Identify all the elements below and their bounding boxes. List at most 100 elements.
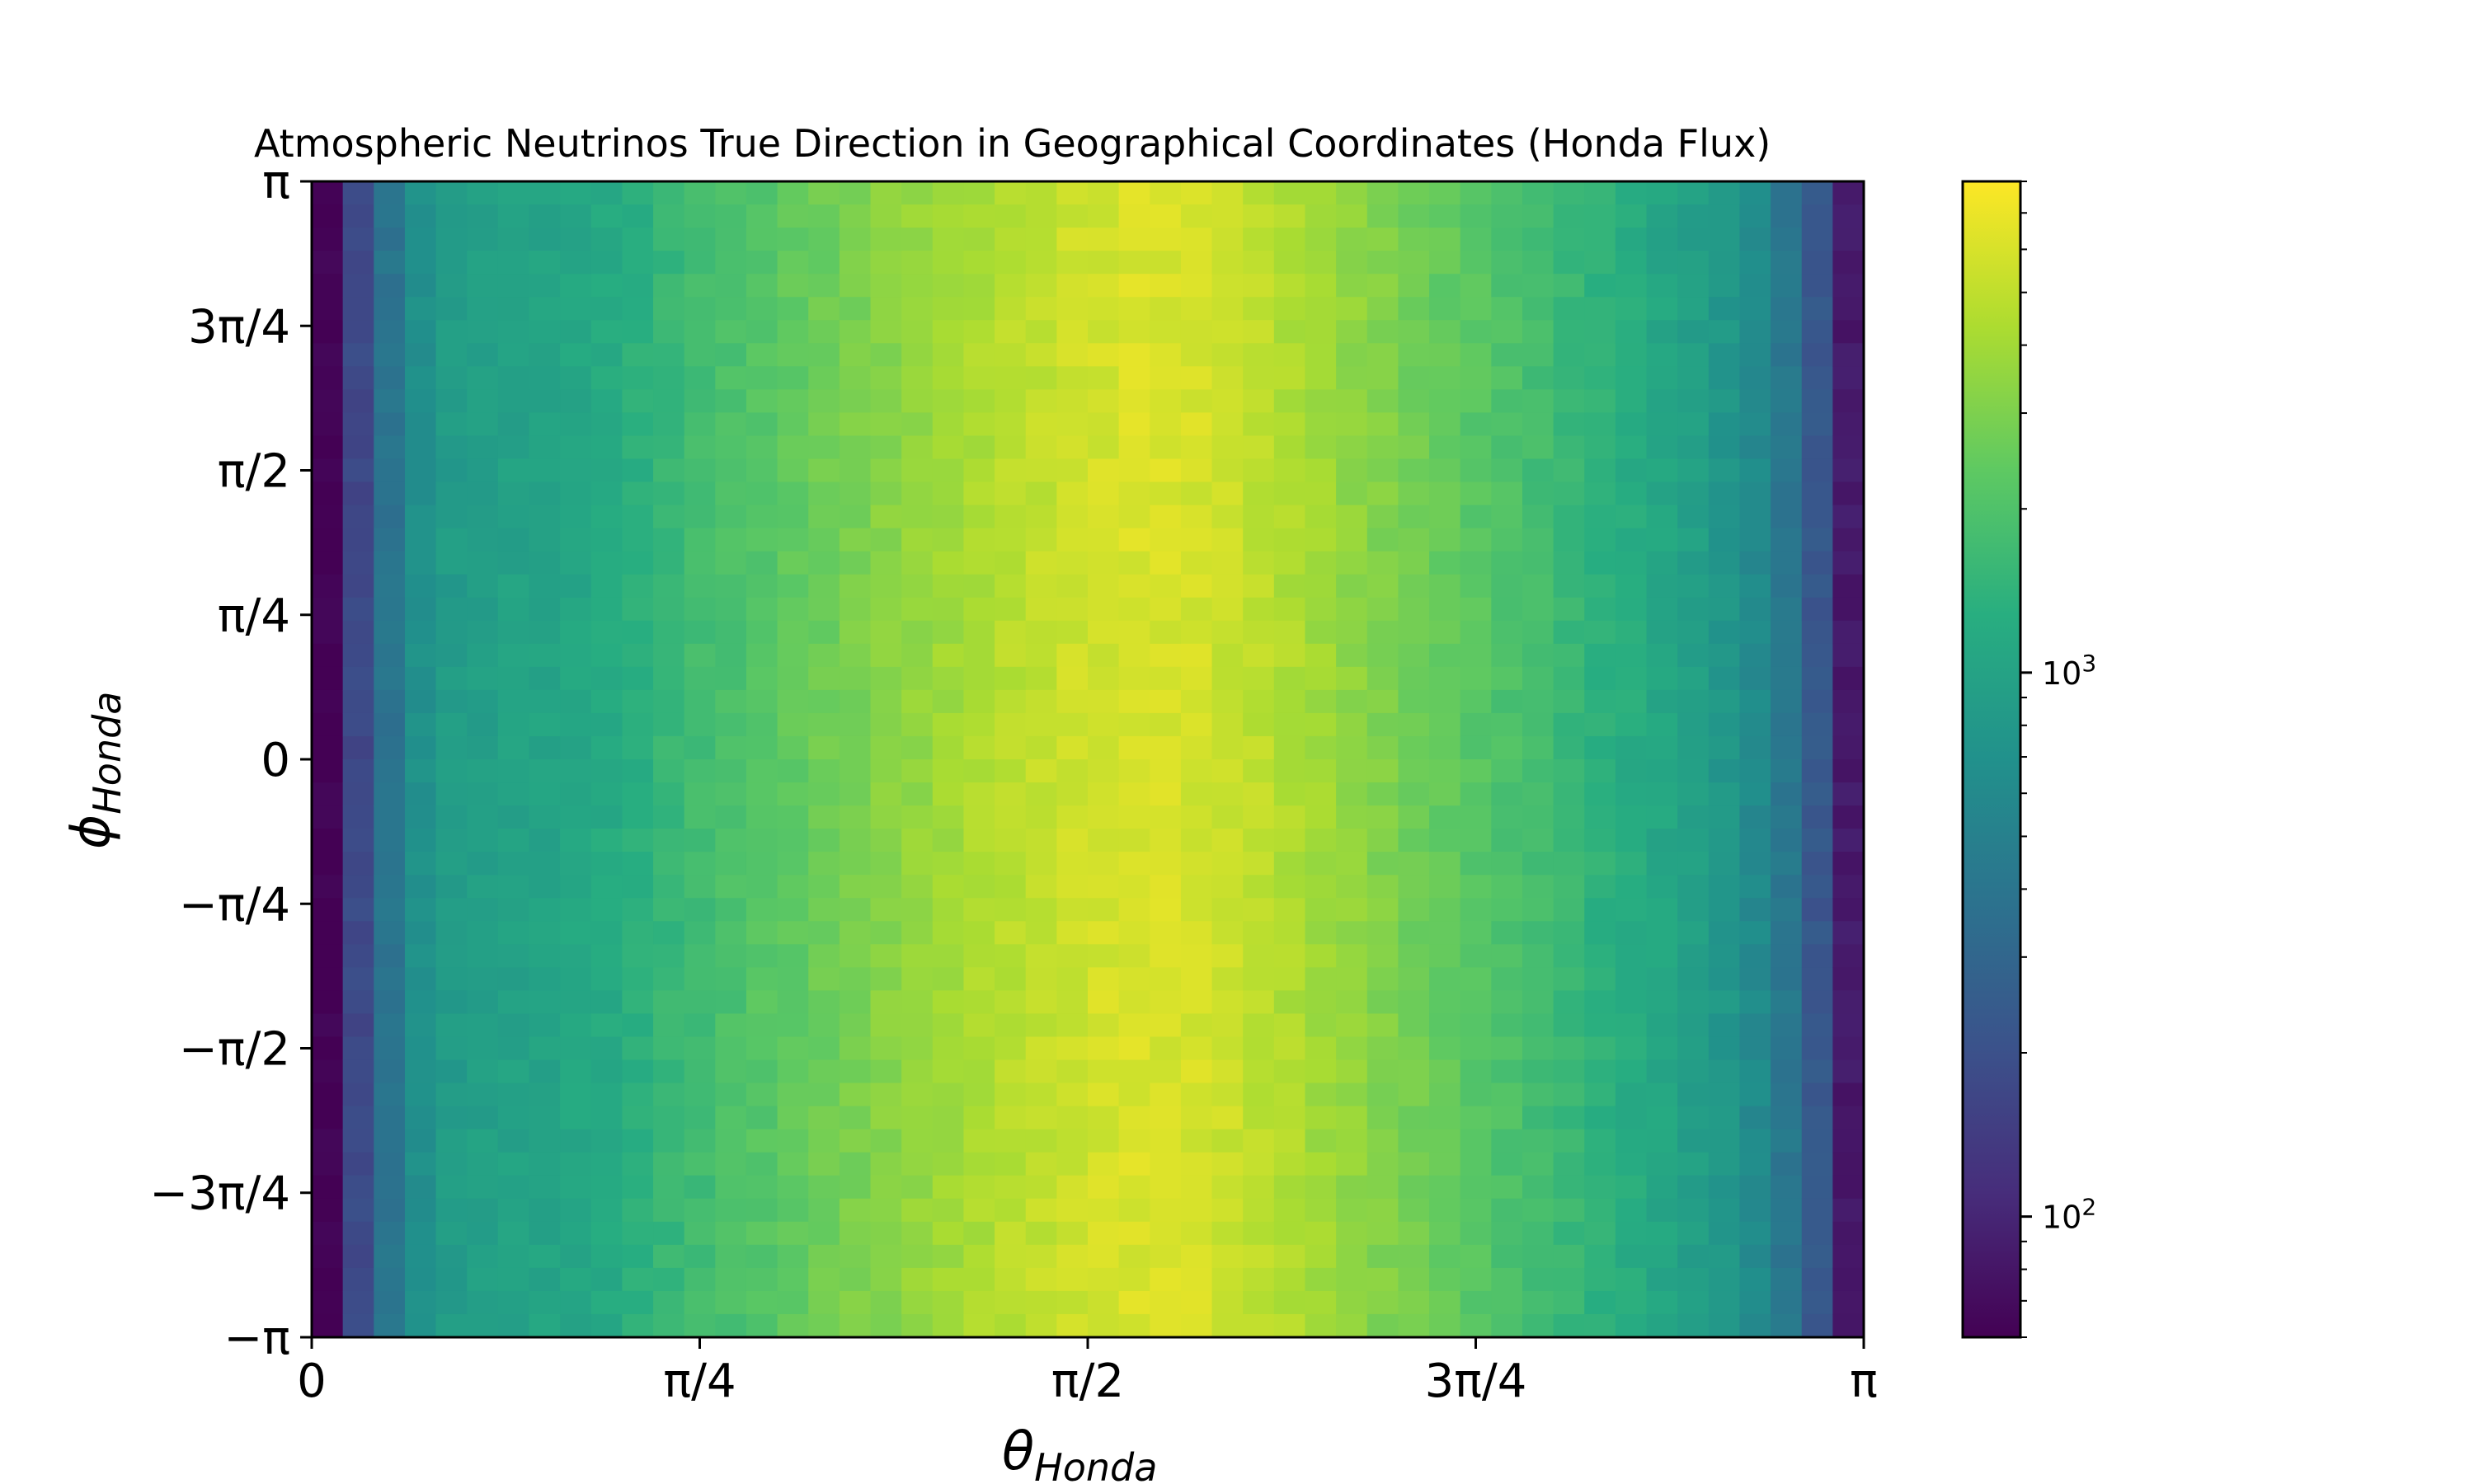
heatmap-cell	[1522, 505, 1554, 529]
heatmap-cell	[1305, 689, 1337, 714]
heatmap-cell	[963, 435, 995, 460]
heatmap-cell	[1273, 181, 1306, 205]
heatmap-cell	[1708, 274, 1741, 298]
heatmap-cell	[404, 574, 437, 599]
heatmap-cell	[497, 320, 530, 344]
heatmap-cell	[1584, 1175, 1616, 1200]
heatmap-cell	[560, 805, 592, 829]
heatmap-cell	[1522, 875, 1554, 899]
heatmap-cell	[1460, 643, 1492, 668]
heatmap-cell	[745, 481, 778, 506]
heatmap-cell	[901, 712, 934, 737]
heatmap-cell	[745, 435, 778, 460]
heatmap-cell	[1739, 204, 1771, 228]
heatmap-cell	[1832, 620, 1865, 645]
heatmap-cell	[1366, 204, 1399, 228]
heatmap-cell	[1429, 1106, 1461, 1130]
heatmap-cell	[622, 944, 654, 968]
heatmap-cell	[1336, 1221, 1368, 1246]
heatmap-cell	[653, 898, 685, 922]
heatmap-cell	[963, 829, 995, 852]
heatmap-cell	[1429, 1013, 1461, 1038]
heatmap-cell	[1366, 944, 1399, 968]
heatmap-cell	[1025, 805, 1057, 829]
heatmap-cell	[1739, 1082, 1771, 1107]
heatmap-cell	[1708, 320, 1741, 344]
heatmap-cell	[1180, 921, 1213, 945]
heatmap-cell	[1739, 389, 1771, 413]
heatmap-cell	[374, 1059, 406, 1084]
heatmap-cell	[1056, 1221, 1089, 1246]
heatmap-cell	[684, 389, 716, 413]
heatmap-cell	[435, 1198, 468, 1223]
heatmap-cell	[1460, 181, 1492, 205]
heatmap-cell	[312, 759, 344, 783]
heatmap-cell	[1243, 1036, 1275, 1061]
heatmap-cell	[995, 1267, 1027, 1292]
heatmap-cell	[1615, 1221, 1648, 1246]
heatmap-cell	[745, 1175, 778, 1200]
heatmap-cell	[1243, 228, 1275, 251]
heatmap-cell	[901, 1198, 934, 1223]
heatmap-cell	[1118, 1082, 1150, 1107]
heatmap-cell	[1025, 481, 1057, 506]
heatmap-cell	[745, 1036, 778, 1061]
heatmap-cell	[1025, 852, 1057, 876]
heatmap-cell	[1491, 759, 1523, 783]
heatmap-cell	[1398, 320, 1430, 344]
heatmap-cell	[839, 274, 872, 298]
heatmap-cell	[1088, 898, 1120, 922]
heatmap-cell	[1801, 759, 1833, 783]
heatmap-cell	[1615, 689, 1648, 714]
heatmap-cell	[653, 1313, 685, 1338]
heatmap-cell	[1739, 735, 1771, 760]
heatmap-cell	[1553, 898, 1585, 922]
heatmap-cell	[1615, 181, 1648, 205]
heatmap-cell	[1708, 1036, 1741, 1061]
heatmap-cell	[435, 689, 468, 714]
heatmap-cell	[1150, 829, 1182, 852]
heatmap-cell	[1243, 597, 1275, 622]
heatmap-cell	[963, 712, 995, 737]
heatmap-cell	[497, 597, 530, 622]
colorbar-tick-label: 102	[2042, 1194, 2096, 1236]
heatmap-cell	[715, 412, 747, 437]
heatmap-cell	[1584, 689, 1616, 714]
heatmap-cell	[590, 967, 623, 991]
heatmap-cell	[404, 990, 437, 1015]
heatmap-cell	[839, 597, 872, 622]
heatmap-cell	[590, 829, 623, 852]
heatmap-cell	[1150, 782, 1182, 806]
heatmap-cell	[1771, 574, 1803, 599]
heatmap-cell	[1398, 551, 1430, 575]
heatmap-cell	[1584, 251, 1616, 275]
heatmap-cell	[529, 1267, 561, 1292]
heatmap-cell	[374, 1175, 406, 1200]
heatmap-cell	[1460, 735, 1492, 760]
heatmap-cell	[1739, 1036, 1771, 1061]
heatmap-cell	[467, 1036, 499, 1061]
heatmap-cell	[745, 505, 778, 529]
heatmap-cell	[1615, 1036, 1648, 1061]
heatmap-cell	[870, 990, 902, 1015]
heatmap-cell	[1801, 528, 1833, 552]
heatmap-cell	[1801, 297, 1833, 321]
heatmap-cell	[1088, 944, 1120, 968]
heatmap-cell	[1491, 389, 1523, 413]
heatmap-cell	[684, 1152, 716, 1176]
heatmap-cell	[467, 1221, 499, 1246]
heatmap-cell	[1553, 1013, 1585, 1038]
heatmap-cell	[312, 829, 344, 852]
heatmap-cell	[684, 666, 716, 691]
heatmap-cell	[1708, 805, 1741, 829]
heatmap-cell	[312, 875, 344, 899]
heatmap-cell	[467, 528, 499, 552]
heatmap-cell	[435, 898, 468, 922]
heatmap-cell	[932, 574, 965, 599]
heatmap-cell	[1553, 1036, 1585, 1061]
heatmap-cell	[1150, 528, 1182, 552]
heatmap-cell	[1150, 666, 1182, 691]
heatmap-cell	[870, 875, 902, 899]
heatmap-cell	[1801, 597, 1833, 622]
heatmap-cell	[1739, 944, 1771, 968]
